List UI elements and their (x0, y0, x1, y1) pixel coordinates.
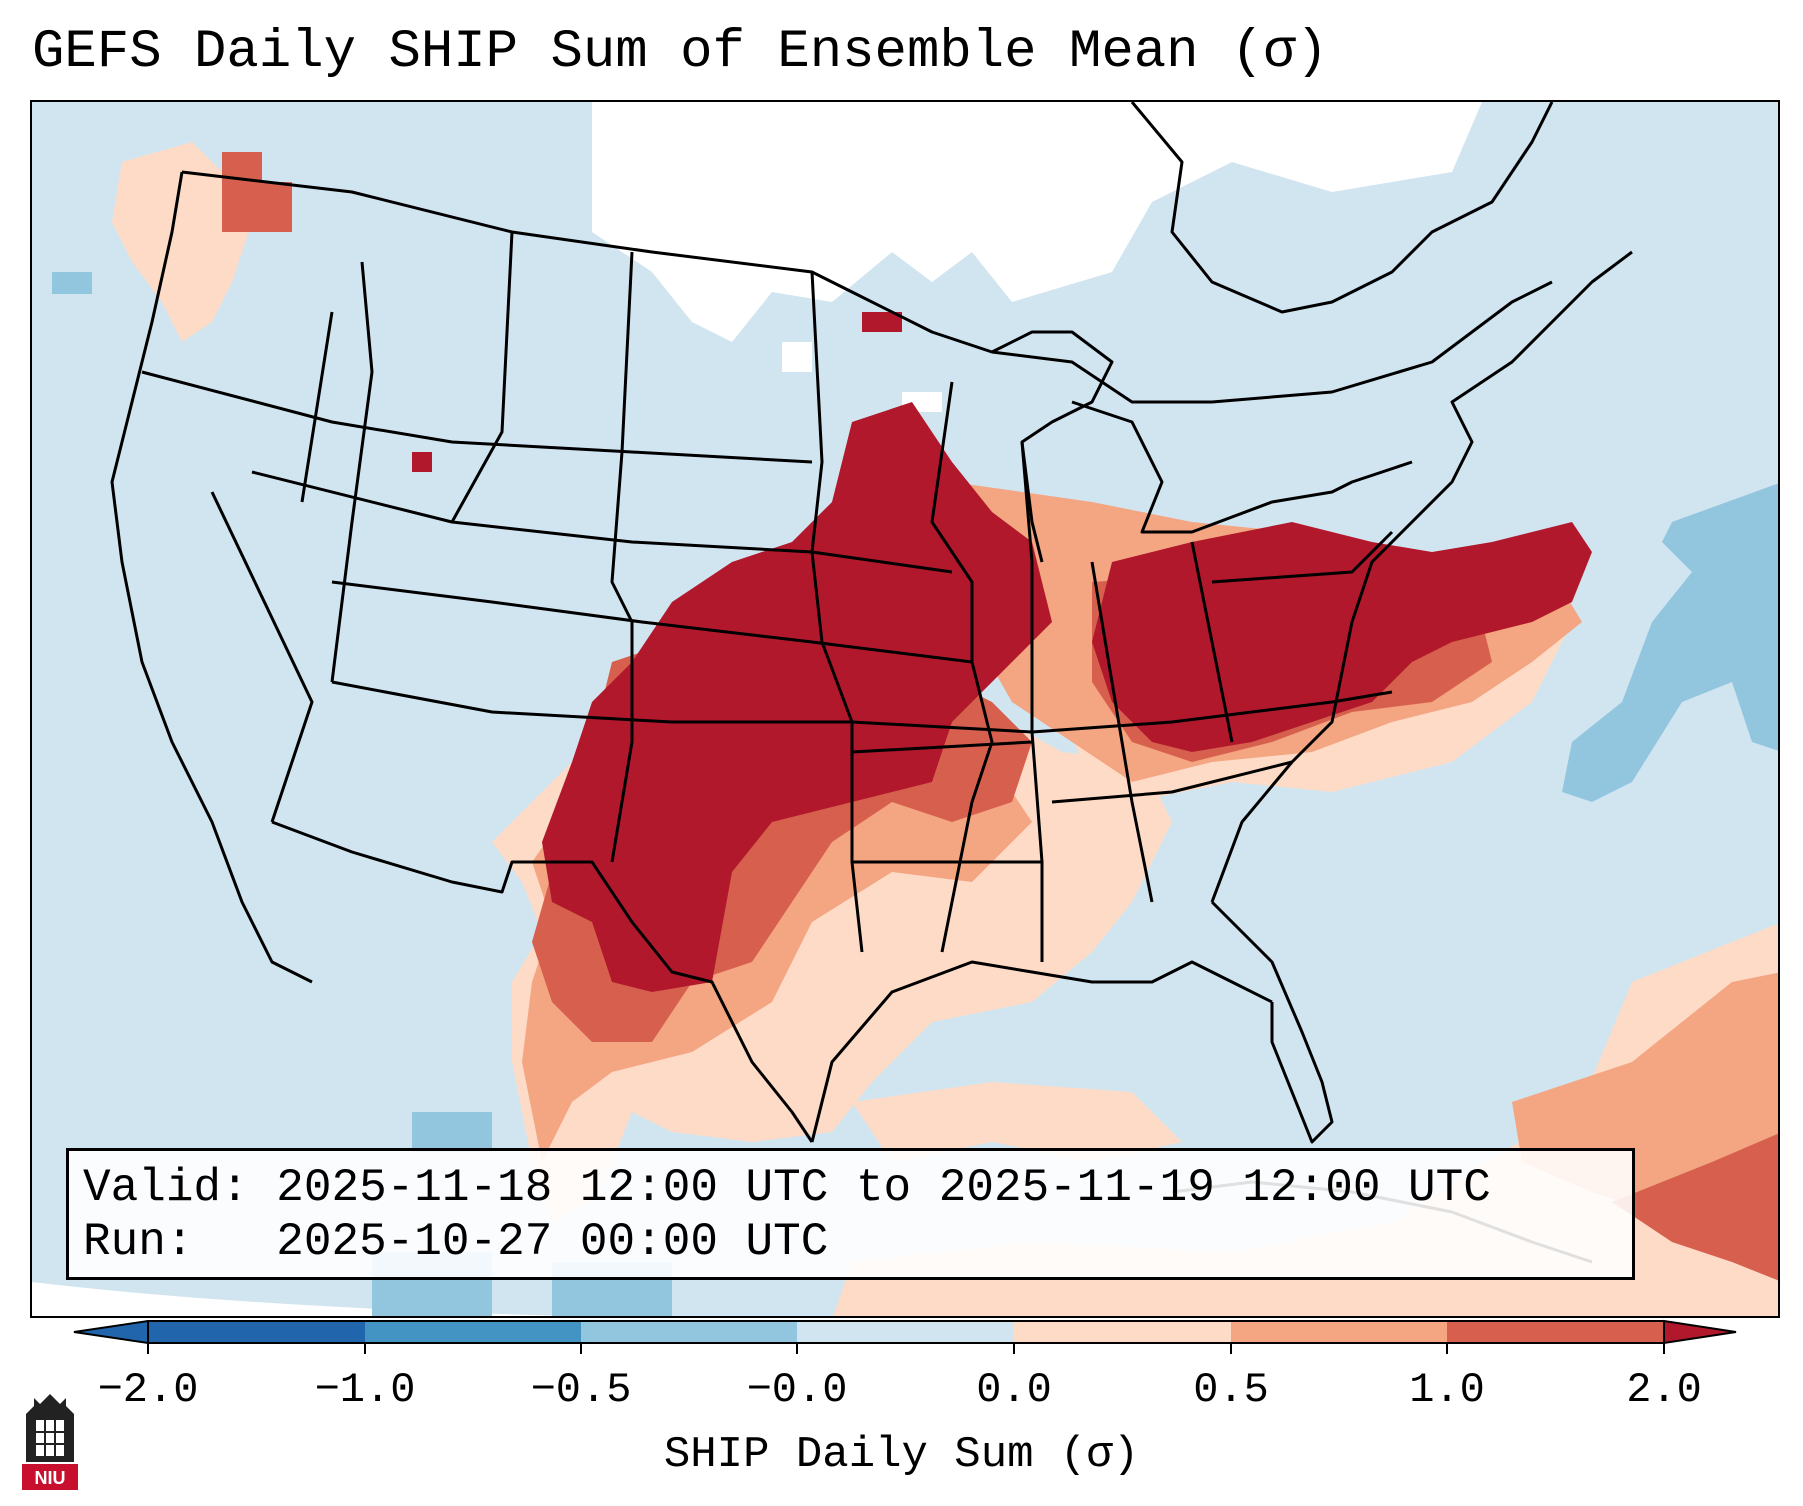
great-lakes (991, 330, 1413, 563)
colorbar-extend-right (1663, 1319, 1737, 1345)
pos-light-pacific-nw (112, 142, 252, 342)
pos-max-patch (412, 452, 432, 472)
map-panel (30, 100, 1780, 1318)
atlantic-negative-region (1562, 483, 1778, 802)
state-line (1211, 530, 1394, 584)
tick-label: −2.0 (97, 1366, 199, 1414)
state-line (1090, 561, 1154, 903)
run-label: Run: (83, 1216, 194, 1268)
us-mexico-border (271, 820, 814, 1143)
tick-label: 2.0 (1626, 1366, 1702, 1414)
niu-logo-icon: NIU (22, 1394, 78, 1490)
logo-text: NIU (35, 1468, 66, 1488)
colorbar-extend-left (73, 1319, 149, 1345)
run-time: 2025-10-27 00:00 UTC (276, 1216, 829, 1268)
tick-label: 1.0 (1409, 1366, 1485, 1414)
state-line (1190, 541, 1234, 743)
valid-run-info-box: Valid: 2025-11-18 12:00 UTC to 2025-11-1… (66, 1148, 1635, 1280)
tick-label: −0.0 (746, 1366, 848, 1414)
state-line (300, 311, 334, 503)
west-coast (110, 171, 313, 984)
pos-high-nw (262, 182, 292, 232)
state-line (330, 261, 374, 683)
white-arc-bottom (32, 1282, 1778, 1316)
pos-high-caribbean (1612, 1133, 1778, 1281)
state-line (251, 470, 953, 574)
pos-light-gulf (852, 1082, 1182, 1162)
white-patch (782, 342, 812, 372)
colorbar-segment-5 (1014, 1321, 1231, 1343)
east-coast (1210, 250, 1633, 903)
map-svg (32, 102, 1778, 1316)
state-line (851, 740, 1033, 754)
colorbar-segment-1 (148, 1321, 365, 1343)
tick-label: −1.0 (314, 1366, 416, 1414)
state-line (610, 251, 634, 863)
colorbar (73, 1319, 1737, 1354)
state-line (141, 370, 813, 464)
map-title: GEFS Daily SHIP Sum of Ensemble Mean (σ) (32, 22, 1329, 83)
colorbar-segment-4 (797, 1321, 1014, 1343)
valid-time-range: 2025-11-18 12:00 UTC to 2025-11-19 12:00… (276, 1162, 1491, 1214)
colorbar-label: SHIP Daily Sum (σ) (663, 1430, 1140, 1480)
pos-max-patch (862, 312, 902, 332)
state-line (210, 491, 314, 823)
valid-label: Valid: (83, 1162, 249, 1214)
colorbar-segment-2 (365, 1321, 581, 1343)
state-line (1020, 441, 1044, 962)
colorbar-outline (147, 1320, 1665, 1344)
political-borders (110, 102, 1633, 1264)
positive-anomaly-regions (112, 142, 1778, 1316)
pos-high-nw (222, 152, 262, 232)
tick-label: −0.5 (530, 1366, 632, 1414)
tick-label: 0.0 (976, 1366, 1052, 1414)
pacific-negative-patch (52, 272, 92, 294)
florida (1210, 900, 1334, 1144)
white-region-central-canada (592, 102, 1482, 342)
pos-max-plains (542, 402, 1052, 992)
state-line (930, 381, 994, 953)
state-line (1051, 760, 1293, 804)
tick-label: 0.5 (1193, 1366, 1269, 1414)
colorbar-segment-6 (1231, 1321, 1447, 1343)
pos-max-ohio (1092, 522, 1592, 752)
hudson-bay-coast (1130, 102, 1554, 314)
colorbar-segment-7 (1447, 1321, 1664, 1343)
colorbar-segment-3 (581, 1321, 797, 1343)
mexico-negative-patch (412, 1112, 492, 1152)
colorbar-ticks (147, 1343, 1665, 1354)
state-line (331, 680, 1393, 734)
negative-anomaly-regions (52, 272, 1778, 1316)
state-line (450, 231, 514, 523)
gulf-coast (810, 960, 1273, 1143)
state-line (331, 580, 973, 664)
